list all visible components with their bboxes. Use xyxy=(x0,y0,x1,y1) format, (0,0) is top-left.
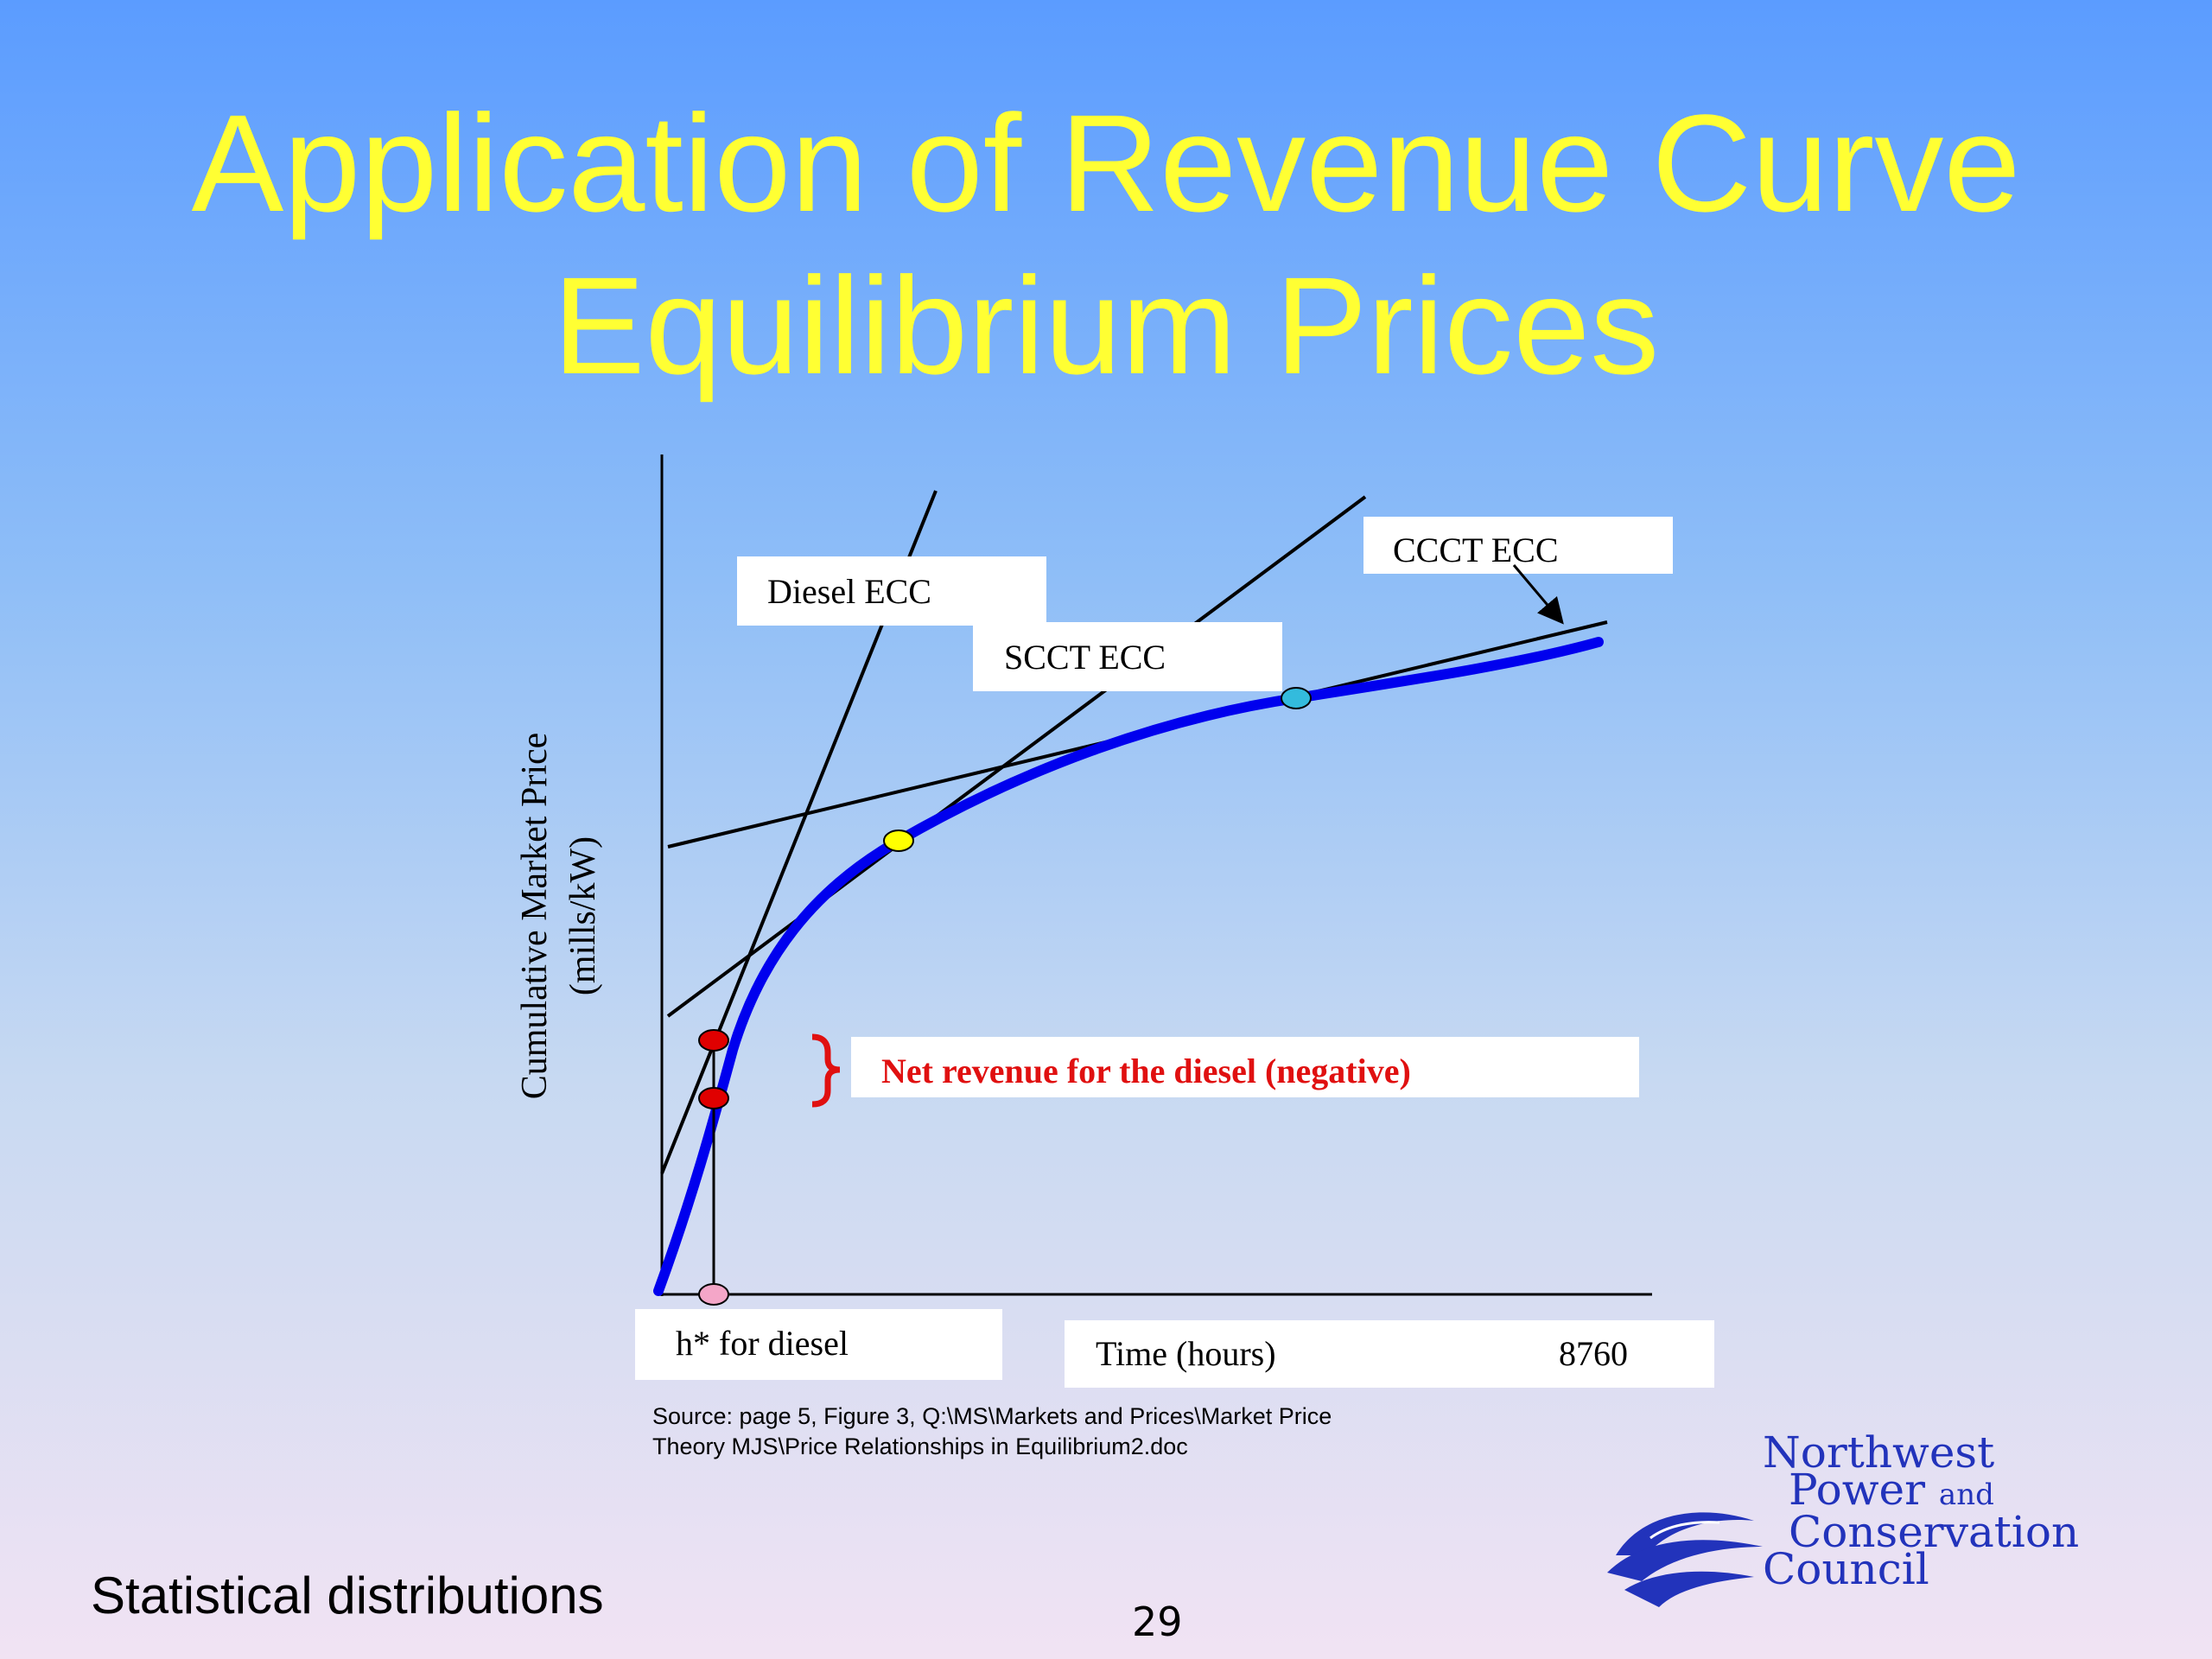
logo-line-4: Council xyxy=(1763,1544,1929,1594)
scct-ecc-label-box xyxy=(973,622,1282,691)
net-revenue-label: Net revenue for the diesel (negative) xyxy=(881,1052,1411,1090)
time-axis-label-box xyxy=(1065,1320,1714,1388)
wave-emblem-icon xyxy=(1607,1512,1763,1607)
slide-title: Application of Revenue Curve Equilibrium… xyxy=(0,82,2212,407)
source-line-2: Theory MJS\Price Relationships in Equili… xyxy=(652,1433,1188,1459)
diesel-ecc-intersection-point xyxy=(698,1029,729,1052)
logo-line-1: Northwest xyxy=(1763,1427,1995,1478)
logo-line-3: Conservation xyxy=(1789,1507,2080,1557)
net-revenue-brace xyxy=(811,1033,841,1108)
y-axis-label-line-1: Cumulative Market Price xyxy=(515,733,555,1100)
h-star-label: h* for diesel xyxy=(676,1324,849,1363)
time-axis-max-label: 8760 xyxy=(1559,1334,1628,1373)
ccct-ecc-arrow xyxy=(1512,564,1564,625)
scct-intersection-point xyxy=(883,830,914,852)
logo-text: Northwest Power and Conservation Council xyxy=(1763,1427,2080,1594)
logo-line-2-main: Power xyxy=(1789,1465,1926,1515)
y-axis-label: Cumulative Market Price (mills/kW) xyxy=(515,733,603,1100)
footer-topic: Statistical distributions xyxy=(91,1567,604,1624)
source-citation: Source: page 5, Figure 3, Q:\MS\Markets … xyxy=(652,1402,1430,1462)
source-line-1: Source: page 5, Figure 3, Q:\MS\Markets … xyxy=(652,1403,1332,1429)
logo-line-2: Power and xyxy=(1763,1468,2079,1514)
ccct-ecc-label-box xyxy=(1363,517,1673,574)
council-logo: Northwest Power and Conservation Council xyxy=(1599,1427,2126,1620)
ccct-intersection-point xyxy=(1281,687,1312,709)
logo-line-2-small: and xyxy=(1938,1478,1994,1512)
page-number: 29 xyxy=(1132,1599,1183,1645)
scct-ecc-line xyxy=(666,495,1367,1018)
title-line-2: Equilibrium Prices xyxy=(552,248,1660,403)
diesel-ecc-label: Diesel ECC xyxy=(767,572,931,611)
h-star-marker xyxy=(698,1283,729,1306)
ccct-ecc-label: CCCT ECC xyxy=(1393,531,1559,569)
h-star-label-box xyxy=(635,1309,1002,1380)
diesel-revenue-point xyxy=(698,1087,729,1109)
title-line-1: Application of Revenue Curve xyxy=(191,86,2021,240)
y-axis-label-line-2: (mills/kW) xyxy=(563,836,603,995)
net-revenue-label-box xyxy=(851,1037,1639,1097)
time-axis-label: Time (hours) xyxy=(1096,1334,1276,1373)
scct-ecc-label: SCCT ECC xyxy=(1004,638,1166,677)
revenue-curve xyxy=(653,637,1604,1296)
diesel-ecc-label-box xyxy=(737,556,1046,626)
